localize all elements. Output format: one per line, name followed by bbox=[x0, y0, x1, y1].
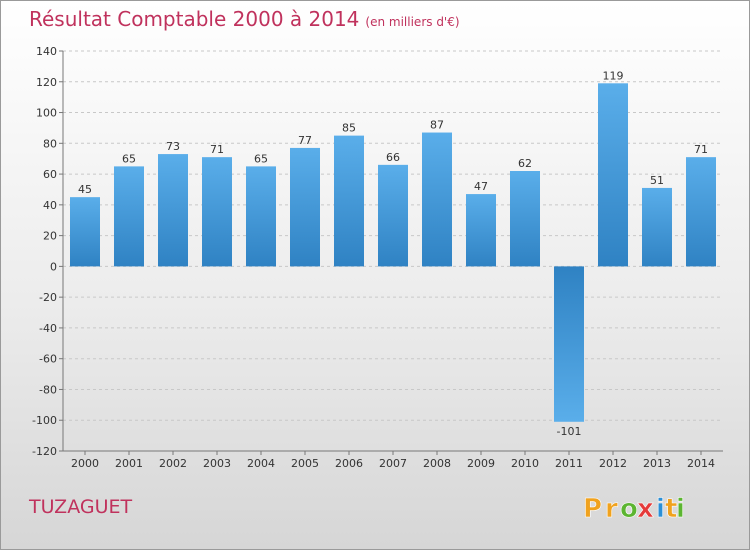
y-tick-label: -100 bbox=[32, 414, 57, 427]
y-tick-label: -120 bbox=[32, 445, 57, 458]
chart-unit: (en milliers d'€) bbox=[365, 15, 460, 29]
logo-letter: P bbox=[583, 494, 602, 524]
data-label-2010: 62 bbox=[518, 157, 532, 170]
y-tick-label: 60 bbox=[43, 168, 57, 181]
x-tick-label-2012: 2012 bbox=[599, 457, 627, 470]
x-tick-label-2006: 2006 bbox=[335, 457, 363, 470]
bar-2007 bbox=[378, 164, 408, 267]
data-label-2007: 66 bbox=[386, 151, 400, 164]
bar-2005 bbox=[290, 147, 320, 267]
data-label-2003: 71 bbox=[210, 143, 224, 156]
y-tick-label: 140 bbox=[36, 45, 57, 58]
logo-letter: t bbox=[665, 494, 677, 524]
y-tick-label: 120 bbox=[36, 76, 57, 89]
y-tick-label: -40 bbox=[39, 322, 57, 335]
chart-title: Résultat Comptable 2000 à 2014 (en millie… bbox=[29, 7, 460, 31]
bar-2010 bbox=[510, 171, 540, 267]
x-tick-label-2011: 2011 bbox=[555, 457, 583, 470]
logo-letter: x bbox=[637, 494, 654, 524]
bar-2011 bbox=[554, 266, 584, 422]
data-label-2008: 87 bbox=[430, 119, 444, 132]
data-label-2006: 85 bbox=[342, 122, 356, 135]
x-tick-label-2013: 2013 bbox=[643, 457, 671, 470]
bar-layer bbox=[70, 83, 716, 422]
bar-2001 bbox=[114, 166, 144, 267]
bar-2003 bbox=[202, 157, 232, 267]
label-layer: 45 65 73 71 65 77 85 66 87 47 62 -101 119 51 71 bbox=[78, 69, 708, 437]
data-label-2005: 77 bbox=[298, 134, 312, 147]
x-tick-label-2003: 2003 bbox=[203, 457, 231, 470]
x-tick-label-2001: 2001 bbox=[115, 457, 143, 470]
x-tick-label-2000: 2000 bbox=[71, 457, 99, 470]
y-tick-label: -20 bbox=[39, 291, 57, 304]
x-tick-label-2010: 2010 bbox=[511, 457, 539, 470]
y-tick-label: 40 bbox=[43, 199, 57, 212]
x-tick-label-2014: 2014 bbox=[687, 457, 715, 470]
logo-letter: o bbox=[620, 494, 638, 524]
x-tick-label-2008: 2008 bbox=[423, 457, 451, 470]
logo-letter: i bbox=[656, 494, 665, 524]
data-label-2000: 45 bbox=[78, 183, 92, 196]
x-tick-label-2002: 2002 bbox=[159, 457, 187, 470]
data-label-2013: 51 bbox=[650, 174, 664, 187]
bar-2014 bbox=[686, 157, 716, 267]
y-tick-label: 100 bbox=[36, 107, 57, 120]
x-tick-label-2009: 2009 bbox=[467, 457, 495, 470]
y-tick-label: 0 bbox=[50, 260, 57, 273]
chart-title-text: Résultat Comptable 2000 à 2014 bbox=[29, 7, 360, 31]
axis-layer: 140 120 100 80 60 40 20 0 -20 -40 -60 -80 -100 -120 20… bbox=[32, 45, 723, 470]
data-label-2001: 65 bbox=[122, 152, 136, 165]
y-tick-label: 80 bbox=[43, 137, 57, 150]
bar-chart: 140 120 100 80 60 40 20 0 -20 -40 -60 -80 -100 -120 20… bbox=[32, 45, 723, 470]
x-tick-label-2007: 2007 bbox=[379, 457, 407, 470]
data-label-2014: 71 bbox=[694, 143, 708, 156]
data-label-2012: 119 bbox=[603, 69, 624, 82]
x-tick-label-2004: 2004 bbox=[247, 457, 275, 470]
bar-2004 bbox=[246, 166, 276, 267]
data-label-2004: 65 bbox=[254, 152, 268, 165]
data-label-2002: 73 bbox=[166, 140, 180, 153]
bar-2009 bbox=[466, 194, 496, 267]
x-tick-label-2005: 2005 bbox=[291, 457, 319, 470]
bar-2000 bbox=[70, 197, 100, 267]
logo-letter: i bbox=[676, 494, 685, 524]
bar-2013 bbox=[642, 187, 672, 267]
y-tick-label: -80 bbox=[39, 383, 57, 396]
y-tick-label: -60 bbox=[39, 353, 57, 366]
bar-2006 bbox=[334, 135, 364, 267]
commune-name: TUZAGUET bbox=[29, 496, 133, 518]
logo-letter: r bbox=[605, 494, 618, 524]
bar-2012 bbox=[598, 83, 628, 267]
bar-2008 bbox=[422, 132, 452, 267]
data-label-2011: -101 bbox=[557, 425, 582, 438]
bar-2002 bbox=[158, 154, 188, 267]
y-tick-label: 20 bbox=[43, 230, 57, 243]
data-label-2009: 47 bbox=[474, 180, 488, 193]
